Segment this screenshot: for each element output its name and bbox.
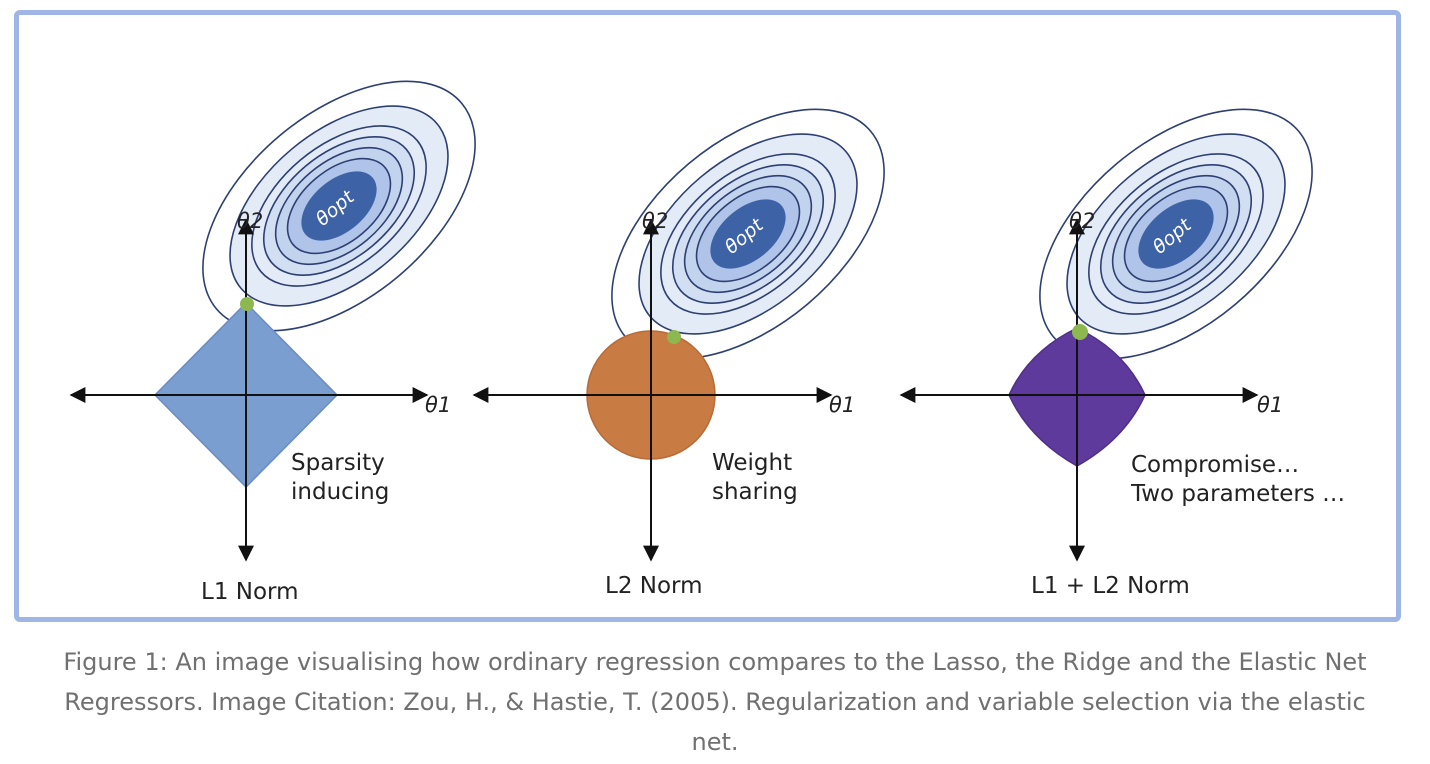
figure-frame: θopt θ1 θ2 Sparsity inducing L1 Norm θop… [14,10,1401,622]
theta2-axis-label: θ2 [642,209,668,233]
tangent-point [667,330,681,344]
tangent-point [240,297,254,311]
caption-text: Figure 1: An image visualising how ordin… [63,648,1367,756]
panel-l2: θopt θ1 θ2 Weight sharing L2 Norm [472,108,885,599]
norm-title: L1 + L2 Norm [1031,573,1190,599]
norm-title: L1 Norm [201,579,299,605]
theta2-axis-label: θ2 [237,209,263,233]
annotation-line-2: inducing [291,479,389,505]
annotation-line-1: Sparsity [291,450,385,476]
figure-caption: Figure 1: An image visualising how ordin… [40,642,1390,762]
panel-l1: θopt θ1 θ2 Sparsity inducing L1 Norm [69,80,476,605]
theta1-axis-label: θ1 [425,393,451,417]
norm-comparison-diagram: θopt θ1 θ2 Sparsity inducing L1 Norm θop… [69,80,1345,605]
theta1-axis-label: θ1 [1257,393,1283,417]
contour-ellipses [202,80,476,332]
annotation-line-2: Two parameters … [1130,481,1345,507]
norm-title: L2 Norm [605,573,703,599]
theta2-axis-label: θ2 [1069,209,1095,233]
theta1-axis-label: θ1 [829,393,855,417]
contour-ellipses [1039,108,1313,360]
contour-ellipses [611,108,885,360]
annotation-line-2: sharing [712,479,798,505]
tangent-point [1072,324,1088,340]
annotation-line-1: Weight [712,450,792,476]
annotation-line-1: Compromise… [1131,452,1299,478]
panel-elastic: θopt θ1 θ2 Compromise… Two parameters … … [899,108,1345,599]
